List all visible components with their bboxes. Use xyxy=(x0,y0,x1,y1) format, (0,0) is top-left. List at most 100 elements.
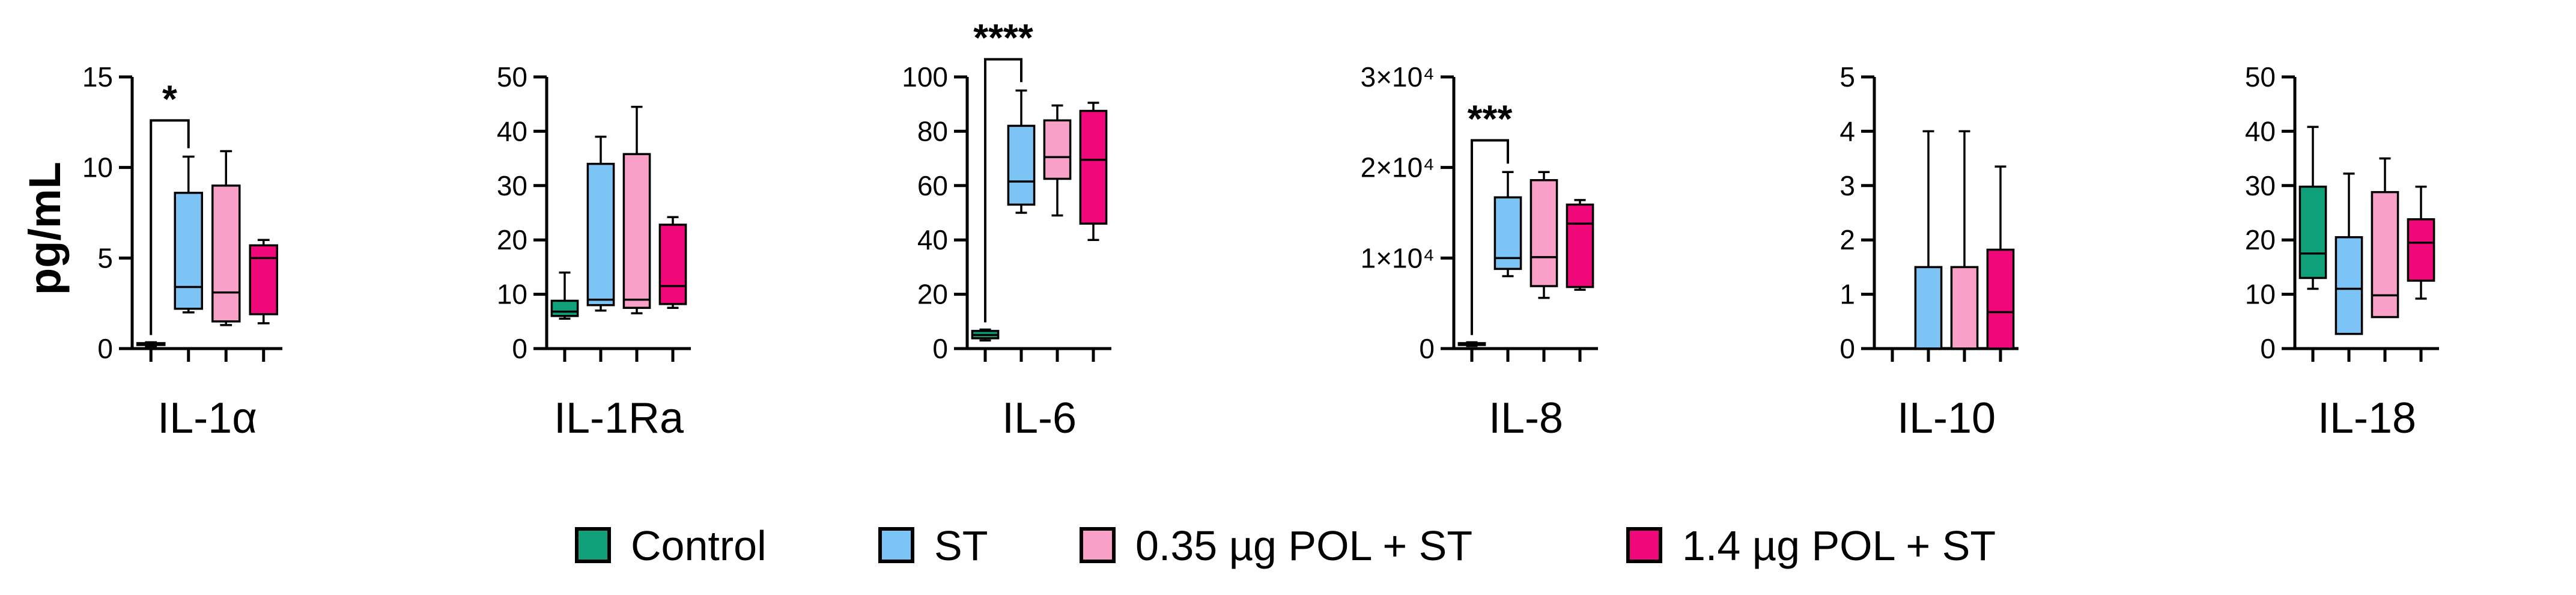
panel-title: IL-10 xyxy=(1897,394,1996,442)
y-axis-label: pg/mL xyxy=(20,162,70,295)
y-tick-label: 40 xyxy=(497,115,527,147)
box-Control xyxy=(971,328,1000,342)
panel-IL-10: 0 1 2 3 4 5 IL-10 xyxy=(1839,61,2019,442)
y-tick-label: 40 xyxy=(2245,115,2276,147)
significance-bracket xyxy=(1471,139,1509,335)
panel-IL-8: 0 1×10⁴ 2×10⁴ 3×10⁴ *** IL-8 xyxy=(1361,61,1598,442)
box-1.4 µg POL + ST xyxy=(249,239,278,325)
legend-label: Control xyxy=(631,522,767,569)
legend-swatch xyxy=(1626,527,1662,563)
box-iqr xyxy=(658,224,687,305)
legend-item-ST: ST xyxy=(878,522,988,569)
box-iqr xyxy=(1493,196,1522,270)
y-tick-label: 0 xyxy=(932,333,948,364)
y-tick-label: 0 xyxy=(1419,333,1435,364)
box-iqr xyxy=(2334,236,2363,335)
panel-title: IL-6 xyxy=(1002,394,1077,442)
box-iqr xyxy=(2371,191,2399,319)
y-tick-label: 3 xyxy=(1839,170,1855,201)
box-iqr xyxy=(174,192,203,310)
panel-IL-18: 0 10 20 30 40 50 IL-18 xyxy=(2245,61,2439,442)
y-tick-label: 5 xyxy=(1839,61,1855,93)
y-tick-label: 10 xyxy=(2245,279,2276,310)
box-iqr xyxy=(1530,179,1558,287)
box-iqr xyxy=(1079,109,1108,225)
box-iqr xyxy=(2298,185,2327,279)
y-tick-label: 20 xyxy=(497,224,527,255)
y-tick-label: 40 xyxy=(917,224,948,255)
panel-title: IL-1Ra xyxy=(554,394,684,442)
y-tick-label: 80 xyxy=(917,115,948,147)
box-iqr xyxy=(1950,266,1979,350)
box-0.35 µg POL + ST xyxy=(1043,104,1072,217)
y-tick-label: 60 xyxy=(917,170,948,201)
significance-bracket xyxy=(984,58,1022,323)
box-iqr xyxy=(1007,124,1036,206)
y-tick-label: 30 xyxy=(497,170,527,201)
box-Control xyxy=(2298,126,2327,290)
box-ST xyxy=(1914,130,1943,350)
box-1.4 µg POL + ST xyxy=(658,216,687,309)
y-tick-label: 20 xyxy=(2245,224,2276,255)
box-0.35 µg POL + ST xyxy=(211,150,241,326)
significance-label: *** xyxy=(1468,97,1513,140)
y-tick-label: 0 xyxy=(512,333,527,364)
box-ST xyxy=(1493,171,1522,278)
panel-IL-6: 0 20 40 60 80 100 **** IL-6 xyxy=(902,16,1111,442)
y-tick-label: 1 xyxy=(1839,279,1855,310)
legend-item-Control: Control xyxy=(575,522,767,569)
box-iqr xyxy=(1986,248,2015,350)
legend-swatch xyxy=(878,527,914,563)
box-iqr xyxy=(586,162,615,307)
panel-IL-1Ra: 0 10 20 30 40 50 IL-1Ra xyxy=(497,61,691,442)
box-iqr xyxy=(550,299,579,317)
legend-label: 0.35 µg POL + ST xyxy=(1135,522,1472,569)
y-tick-label: 10 xyxy=(497,279,527,310)
box-0.35 µg POL + ST xyxy=(622,105,651,314)
y-tick-label: 1×10⁴ xyxy=(1361,242,1435,273)
y-tick-label: 0 xyxy=(2260,333,2276,364)
box-1.4 µg POL + ST xyxy=(2407,185,2435,300)
y-tick-label: 20 xyxy=(917,279,948,310)
legend-label: 1.4 µg POL + ST xyxy=(1682,522,1996,569)
box-iqr xyxy=(1566,203,1594,288)
panel-title: IL-18 xyxy=(2318,394,2416,442)
box-Control xyxy=(136,341,166,348)
box-iqr xyxy=(249,244,278,316)
box-1.4 µg POL + ST xyxy=(1566,199,1594,291)
legend-swatch xyxy=(1080,527,1116,563)
y-tick-label: 50 xyxy=(497,61,527,93)
box-iqr xyxy=(211,185,241,323)
legend-label: ST xyxy=(934,522,988,569)
y-tick-label: 50 xyxy=(2245,61,2276,93)
panel-title: IL-8 xyxy=(1489,394,1563,442)
box-iqr xyxy=(622,153,651,309)
panel-IL-1α: 0 5 10 15 * IL-1α xyxy=(82,61,282,442)
y-tick-label: 0 xyxy=(1839,333,1855,364)
panel-title: IL-1α xyxy=(157,394,257,442)
box-1.4 µg POL + ST xyxy=(1079,102,1108,241)
legend-item-1.4 µg POL + ST: 1.4 µg POL + ST xyxy=(1626,522,1996,569)
box-iqr xyxy=(1043,119,1072,180)
box-ST xyxy=(2334,172,2363,335)
box-ST xyxy=(174,155,203,314)
box-0.35 µg POL + ST xyxy=(1530,171,1558,299)
panels: 051015*IL-1α01020304050IL-1Ra02040608010… xyxy=(82,16,2439,442)
legend-item-0.35 µg POL + ST: 0.35 µg POL + ST xyxy=(1080,522,1472,569)
y-tick-label: 10 xyxy=(82,152,113,183)
box-0.35 µg POL + ST xyxy=(2371,157,2399,319)
y-tick-label: 30 xyxy=(2245,170,2276,201)
significance-bracket xyxy=(150,119,190,335)
box-iqr xyxy=(1914,266,1943,350)
y-tick-label: 0 xyxy=(97,333,113,364)
y-tick-label: 4 xyxy=(1839,115,1855,147)
y-tick-label: 15 xyxy=(82,61,113,93)
box-Control xyxy=(1457,341,1486,347)
y-tick-label: 100 xyxy=(902,61,948,93)
y-tick-label: 2×10⁴ xyxy=(1361,152,1435,183)
legend-swatch xyxy=(575,527,611,563)
significance-label: * xyxy=(162,77,177,120)
legend: Control ST 0.35 µg POL + ST 1.4 µg POL + ST xyxy=(575,522,1996,569)
